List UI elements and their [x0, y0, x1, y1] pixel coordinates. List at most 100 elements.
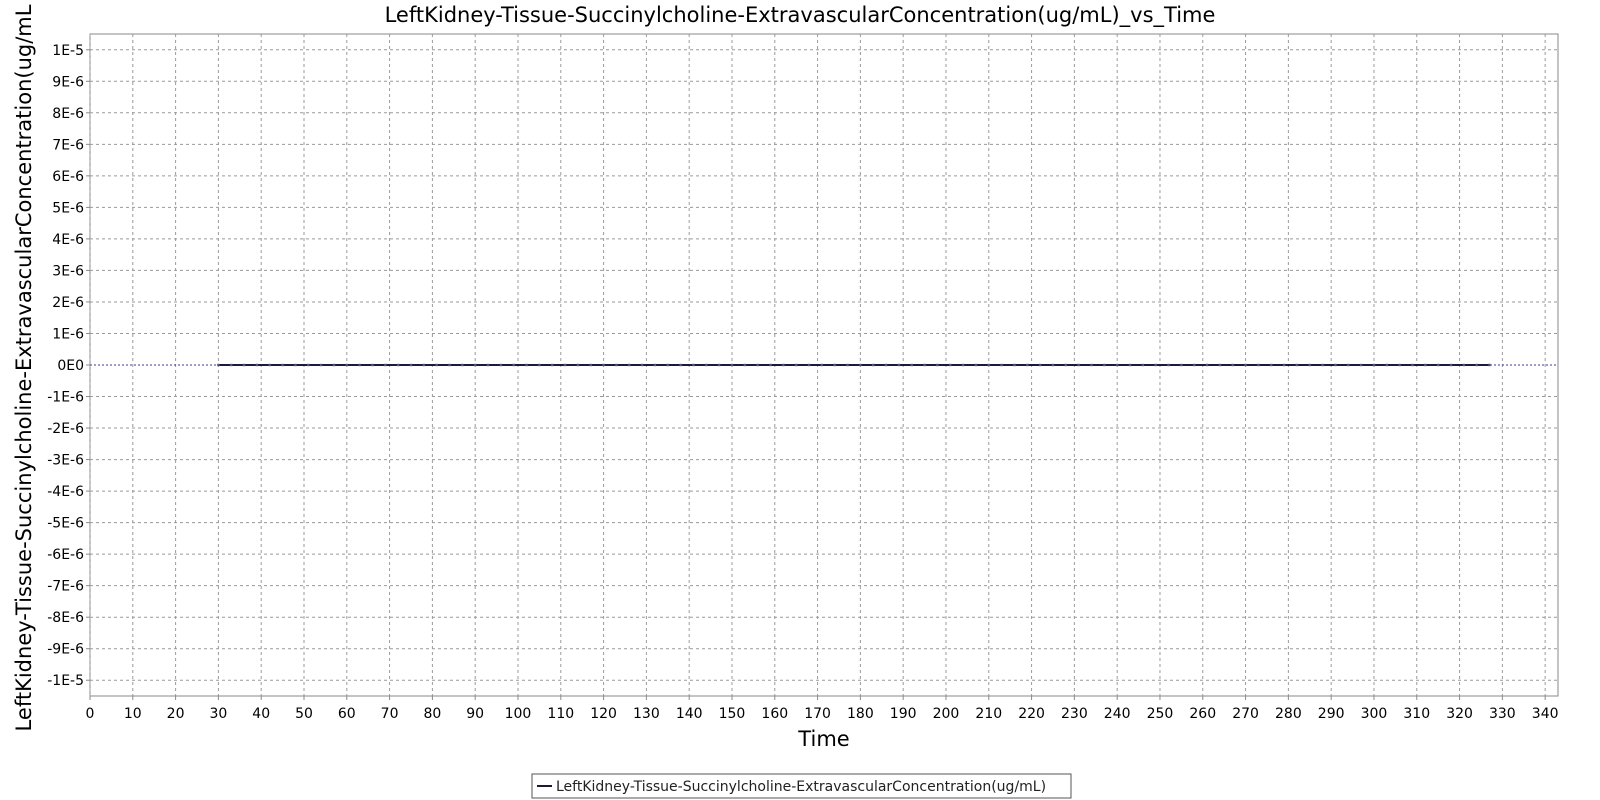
series-point	[512, 363, 515, 367]
x-axis-label: Time	[797, 727, 849, 751]
series-point	[217, 363, 220, 367]
series-point	[1282, 363, 1286, 367]
series-point	[1141, 363, 1145, 367]
series-point	[1372, 363, 1376, 367]
series-point	[936, 363, 939, 367]
series-point	[589, 363, 592, 367]
series-point	[666, 363, 669, 367]
series-point	[1077, 363, 1080, 367]
series-point	[974, 363, 978, 367]
y-tick-label: -9E-6	[47, 642, 84, 658]
series-point	[949, 363, 952, 367]
series-point	[230, 363, 233, 367]
series-point	[525, 363, 528, 367]
series-point	[409, 363, 413, 367]
y-tick-label: -6E-6	[47, 547, 84, 563]
x-tick-label: 100	[505, 706, 532, 722]
x-tick-label: 260	[1189, 706, 1216, 722]
x-tick-label: 30	[209, 706, 227, 722]
series-point	[1167, 363, 1170, 367]
series-point	[679, 363, 682, 367]
series-point	[1026, 363, 1029, 367]
x-tick-label: 340	[1532, 706, 1559, 722]
y-tick-label: -5E-6	[47, 516, 84, 532]
series-point	[1090, 363, 1093, 367]
y-tick-label: 0E0	[57, 358, 84, 374]
series-point	[1436, 363, 1440, 367]
series-point	[872, 363, 875, 367]
y-tick-label: 1E-5	[52, 43, 84, 59]
x-tick-label: 80	[423, 706, 441, 722]
series-point	[1115, 363, 1119, 367]
series-layer	[217, 363, 1491, 367]
series-point	[1308, 363, 1311, 367]
y-tick-label: -1E-5	[47, 673, 84, 689]
y-tick-label: 5E-6	[52, 200, 84, 216]
x-tick-label: 60	[338, 706, 356, 722]
series-point	[1424, 363, 1427, 367]
series-point	[1347, 363, 1350, 367]
y-tick-label: -3E-6	[47, 453, 84, 469]
x-tick-label: 180	[847, 706, 874, 722]
series-point	[794, 363, 798, 367]
y-axis-ticks: 1E-5 9E-6 8E-6 7E-6 6E-6 5E-6 4E-6 3E-6 2E-6 1E-6…	[47, 43, 90, 689]
legend: LeftKidney-Tissue-Succinylcholine-Extrav…	[531, 773, 1072, 799]
series-point	[1103, 363, 1106, 367]
series-point	[910, 363, 913, 367]
series-point	[859, 363, 862, 367]
series-point	[1205, 363, 1209, 367]
series-point	[1475, 363, 1478, 367]
x-tick-label: 150	[719, 706, 746, 722]
series-point	[319, 363, 323, 367]
series-point	[1462, 363, 1466, 367]
series-point	[628, 363, 631, 367]
series-point	[486, 363, 490, 367]
x-tick-label: 250	[1147, 706, 1174, 722]
series-point	[884, 363, 888, 367]
y-tick-label: -7E-6	[47, 579, 84, 595]
x-tick-label: 310	[1403, 706, 1430, 722]
x-tick-label: 0	[86, 706, 95, 722]
y-tick-label: 1E-6	[52, 326, 84, 342]
y-axis-label: LeftKidney-Tissue-Succinylcholine-Extrav…	[12, 4, 36, 731]
series-point	[923, 363, 926, 367]
legend-entry-label: LeftKidney-Tissue-Succinylcholine-Extrav…	[556, 779, 1046, 795]
series-point	[1270, 363, 1273, 367]
series-point	[255, 363, 259, 367]
x-tick-label: 70	[381, 706, 399, 722]
x-tick-label: 230	[1061, 706, 1088, 722]
series-point	[961, 363, 965, 367]
series-point	[717, 363, 721, 367]
x-tick-label: 280	[1275, 706, 1302, 722]
series-point	[602, 363, 605, 367]
x-tick-label: 290	[1318, 706, 1345, 722]
series-point	[1334, 363, 1337, 367]
series-point	[756, 363, 759, 367]
x-tick-label: 10	[124, 706, 142, 722]
series-point	[371, 363, 374, 367]
series-point	[1488, 363, 1491, 367]
x-tick-label: 120	[590, 706, 617, 722]
series-point	[807, 363, 811, 367]
x-tick-label: 200	[933, 706, 960, 722]
series-point	[294, 363, 297, 367]
x-tick-label: 190	[890, 706, 917, 722]
series-point	[1257, 363, 1260, 367]
x-tick-label: 240	[1104, 706, 1131, 722]
x-tick-label: 90	[466, 706, 484, 722]
series-point	[563, 363, 567, 367]
series-point	[461, 363, 464, 367]
series-point	[1180, 363, 1183, 367]
series-point	[268, 363, 271, 367]
series-point	[538, 363, 541, 367]
legend-box	[531, 773, 1072, 799]
x-tick-label: 210	[975, 706, 1002, 722]
series-point	[307, 363, 310, 367]
series-point	[448, 363, 451, 367]
x-tick-label: 140	[676, 706, 703, 722]
series-point	[345, 363, 348, 367]
series-point	[640, 363, 644, 367]
series-point	[1038, 363, 1042, 367]
series-point	[1193, 363, 1196, 367]
series-point	[782, 363, 785, 367]
